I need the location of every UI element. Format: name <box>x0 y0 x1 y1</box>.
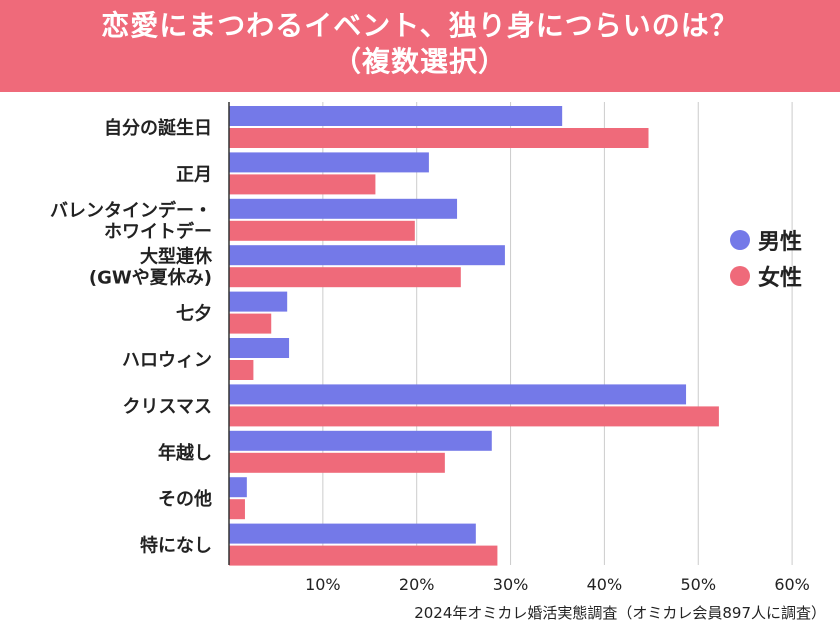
bar-female <box>229 406 719 427</box>
legend-item-female: 女性 <box>730 258 802 294</box>
bar-male <box>229 106 563 126</box>
bar-male <box>229 245 505 266</box>
bar-male <box>229 198 458 219</box>
bar-chart: 10% 20% 30% 40% 50% 60% 自分の誕生日正月バレンタインデー・ホワイトデ… <box>50 102 810 594</box>
legend-item-male: 男性 <box>730 222 802 258</box>
x-tick-label: 20% <box>399 575 435 594</box>
legend-dot-male <box>730 230 750 250</box>
x-tick-label: 40% <box>587 575 623 594</box>
bar-female <box>229 267 461 288</box>
category-label: その他 <box>158 488 212 510</box>
bar-female <box>229 499 245 520</box>
bar-male <box>229 523 476 544</box>
bar-male <box>229 430 492 451</box>
x-tick-label: 30% <box>493 575 529 594</box>
chart-title: 恋愛にまつわるイベント、独り身につらいのは？ <box>101 9 739 42</box>
category-label: 年越し <box>158 442 212 464</box>
bar-female <box>229 360 254 380</box>
bar-female <box>229 128 649 148</box>
category-label: 正月 <box>176 164 212 185</box>
bar-female <box>229 545 498 566</box>
bar-male <box>229 384 687 405</box>
legend-dot-female <box>730 266 750 286</box>
bar-male <box>229 338 290 358</box>
chart-header: 恋愛にまつわるイベント、独り身につらいのは？ （複数選択） <box>0 0 840 92</box>
x-tick-label: 60% <box>774 575 810 594</box>
bar-female <box>229 220 415 241</box>
category-label: 七夕 <box>176 303 212 325</box>
x-tick-label: 50% <box>680 575 716 594</box>
chart-subtitle: （複数選択） <box>332 45 507 78</box>
legend-label-male: 男性 <box>758 230 803 255</box>
x-tick-label: 10% <box>305 575 341 594</box>
category-label: 特になし <box>140 535 212 557</box>
bar-male <box>229 152 429 173</box>
category-label: 自分の誕生日 <box>104 117 212 139</box>
category-label: (GWや夏休み) <box>89 267 212 289</box>
category-label: ハロウィン <box>122 350 212 371</box>
bar-male <box>229 291 288 312</box>
category-label: クリスマス <box>123 396 212 417</box>
bar-female <box>229 452 445 473</box>
bar-male <box>229 477 247 498</box>
legend: 男性 女性 <box>730 222 802 294</box>
category-label: バレンタインデー・ <box>50 199 212 221</box>
legend-label-female: 女性 <box>758 266 803 291</box>
category-label: 大型連休 <box>140 246 213 268</box>
source-note: 2024年オミカレ婚活実態調査（オミカレ会員897人に調査） <box>414 604 826 622</box>
bar-female <box>229 174 376 195</box>
category-label: ホワイトデー <box>104 220 212 242</box>
bar-female <box>229 313 272 334</box>
